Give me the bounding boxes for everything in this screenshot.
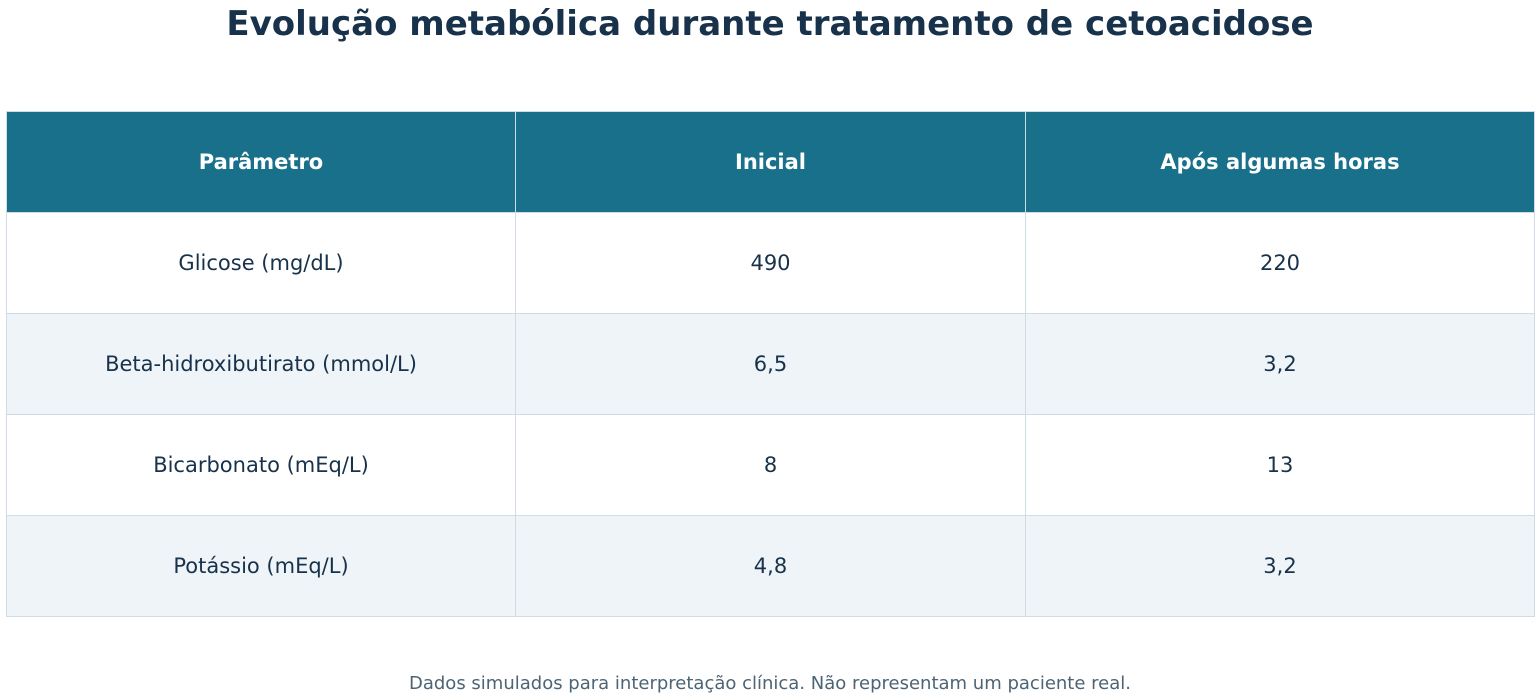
footnote: Dados simulados para interpretação clíni… [408, 673, 1131, 694]
data-table: Parâmetro Inicial Após algumas horas Gli… [6, 111, 1535, 617]
column-header-inicial: Inicial [515, 111, 1026, 213]
table-cell-initial: 490 [515, 212, 1026, 314]
table-row: Beta-hidroxibutirato (mmol/L) 6,5 3,2 [6, 313, 1535, 415]
table-cell-parameter: Potássio (mEq/L) [6, 515, 516, 617]
table-header-row: Parâmetro Inicial Após algumas horas [6, 111, 1535, 213]
table-row: Bicarbonato (mEq/L) 8 13 [6, 414, 1535, 516]
table-cell-parameter: Bicarbonato (mEq/L) [6, 414, 516, 516]
table-cell-initial: 8 [515, 414, 1026, 516]
table-cell-after: 3,2 [1025, 515, 1535, 617]
table-cell-after: 13 [1025, 414, 1535, 516]
table-cell-initial: 4,8 [515, 515, 1026, 617]
table-row: Potássio (mEq/L) 4,8 3,2 [6, 515, 1535, 617]
table-cell-parameter: Glicose (mg/dL) [6, 212, 516, 314]
column-header-apos-algumas-horas: Após algumas horas [1025, 111, 1535, 213]
table-cell-after: 220 [1025, 212, 1535, 314]
table-cell-parameter: Beta-hidroxibutirato (mmol/L) [6, 313, 516, 415]
column-header-parametro: Parâmetro [6, 111, 516, 213]
table-row: Glicose (mg/dL) 490 220 [6, 212, 1535, 314]
table-cell-initial: 6,5 [515, 313, 1026, 415]
table-cell-after: 3,2 [1025, 313, 1535, 415]
chart-title: Evolução metabólica durante tratamento d… [226, 4, 1314, 44]
